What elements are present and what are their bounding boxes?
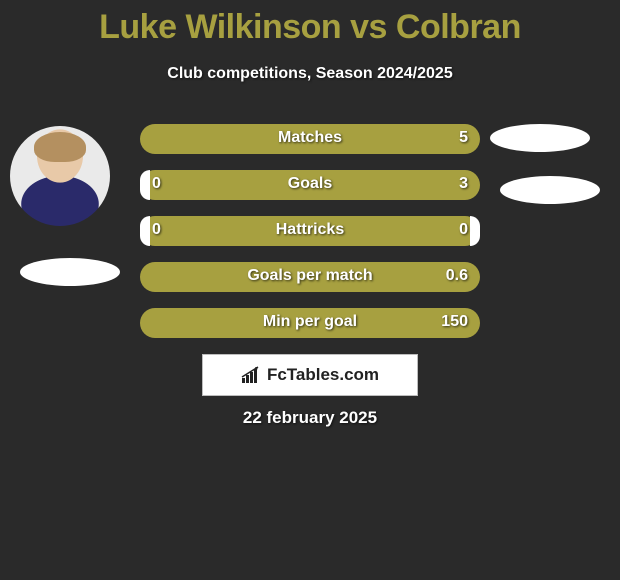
stat-label: Hattricks (140, 221, 480, 239)
stat-row: Matches5 (140, 124, 480, 154)
decorative-ellipse (500, 176, 600, 204)
comparison-subtitle: Club competitions, Season 2024/2025 (0, 65, 620, 83)
stat-row: Hattricks0 0 (140, 216, 480, 246)
comparison-title: Luke Wilkinson vs Colbran (0, 0, 620, 47)
stat-value-left: 0 (152, 175, 161, 193)
stat-value-right: 150 (441, 313, 468, 331)
stat-value-right: 5 (459, 129, 468, 147)
stat-label: Goals per match (140, 267, 480, 285)
stats-bars: Matches5Goals03Hattricks00Goals per matc… (140, 124, 480, 354)
player-left-avatar (10, 126, 110, 226)
stat-value-right: 3 (459, 175, 468, 193)
brand-text: FcTables.com (267, 365, 379, 385)
stat-value-right: 0 (459, 221, 468, 239)
stat-label: Matches (140, 129, 480, 147)
chart-bars-icon (241, 366, 263, 384)
stat-row: Goals0 3 (140, 170, 480, 200)
decorative-ellipse (490, 124, 590, 152)
stat-label: Goals (140, 175, 480, 193)
stat-label: Min per goal (140, 313, 480, 331)
stat-value-left: 0 (152, 221, 161, 239)
snapshot-date: 22 february 2025 (0, 408, 620, 428)
stat-row: Goals per match0.6 (140, 262, 480, 292)
stat-value-right: 0.6 (446, 267, 468, 285)
brand-badge: FcTables.com (202, 354, 418, 396)
stat-row: Min per goal150 (140, 308, 480, 338)
decorative-ellipse (20, 258, 120, 286)
